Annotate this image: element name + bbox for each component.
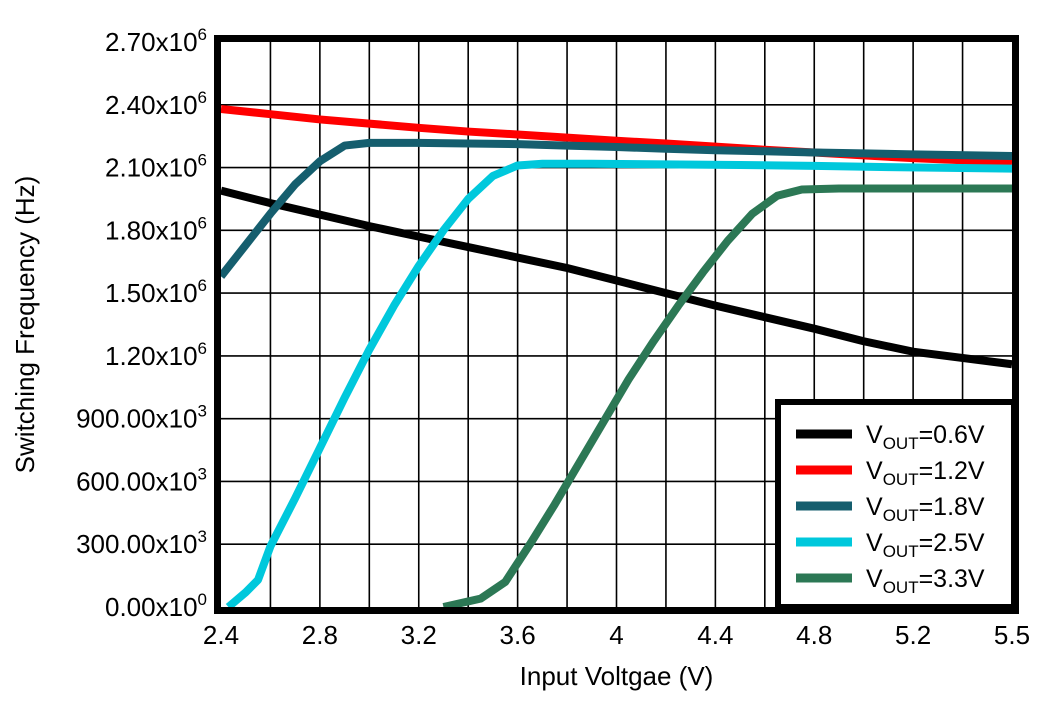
- legend-label-v: V: [866, 457, 883, 485]
- y-tick-mantissa: 600.00x10: [76, 466, 197, 496]
- y-tick-mantissa: 2.10x10: [105, 153, 198, 183]
- series-line-vout-3-3v: [442, 184, 1012, 611]
- y-tick-exponent: 3: [198, 527, 207, 546]
- legend-label-sub: OUT: [883, 542, 919, 561]
- legend-label-v: V: [866, 565, 883, 593]
- legend-item[interactable]: VOUT=3.3V: [796, 565, 985, 597]
- legend-label-sub: OUT: [883, 470, 919, 489]
- y-tick-mantissa: 1.20x10: [105, 341, 198, 371]
- series-group: [217, 104, 1013, 611]
- y-tick-label: 1.50x106: [105, 276, 207, 308]
- y-tick-exponent: 6: [198, 25, 207, 44]
- legend-label-sub: OUT: [883, 578, 919, 597]
- y-tick-label: 2.70x106: [105, 25, 207, 57]
- y-axis-tick-labels: 0.00x100300.00x103600.00x103900.00x1031.…: [76, 25, 207, 622]
- y-tick-label: 600.00x103: [76, 464, 207, 496]
- x-tick-label: 4: [609, 620, 623, 650]
- x-axis-title: Input Voltgae (V): [520, 661, 714, 691]
- series-line-vout-2-5v: [225, 159, 1013, 611]
- y-tick-label: 2.10x106: [105, 151, 207, 183]
- legend-label-v: V: [866, 493, 883, 521]
- y-tick-label: 2.40x106: [105, 88, 207, 120]
- legend-item[interactable]: VOUT=2.5V: [796, 529, 985, 561]
- legend-item[interactable]: VOUT=1.8V: [796, 493, 985, 525]
- y-tick-label: 0.00x100: [105, 590, 207, 622]
- x-tick-label: 2.4: [203, 620, 239, 650]
- y-tick-mantissa: 900.00x10: [76, 404, 197, 434]
- legend-label-sub: OUT: [883, 506, 919, 525]
- legend-label-rest: =0.6V: [919, 421, 985, 449]
- legend-item[interactable]: VOUT=0.6V: [796, 421, 985, 453]
- legend-label-rest: =1.8V: [919, 493, 985, 521]
- x-tick-label: 2.8: [302, 620, 338, 650]
- x-tick-label: 4.8: [796, 620, 832, 650]
- legend-label-rest: =1.2V: [919, 457, 985, 485]
- legend-label: VOUT=1.2V: [866, 457, 985, 489]
- series-line-vout-1-8v: [217, 138, 1013, 279]
- y-tick-exponent: 0: [198, 590, 207, 609]
- series-line-vout-0-6v: [220, 186, 1013, 369]
- legend-item[interactable]: VOUT=1.2V: [796, 457, 985, 489]
- x-tick-label: 5.2: [895, 620, 931, 650]
- y-tick-label: 900.00x103: [76, 402, 207, 434]
- legend-label: VOUT=3.3V: [866, 565, 985, 597]
- axis-frame: [214, 35, 1019, 614]
- y-tick-exponent: 6: [198, 213, 207, 232]
- legend-label-v: V: [866, 529, 883, 557]
- x-tick-label: 4.4: [697, 620, 733, 650]
- y-tick-mantissa: 1.80x10: [105, 215, 198, 245]
- y-tick-exponent: 6: [198, 151, 207, 170]
- y-tick-mantissa: 1.50x10: [105, 278, 198, 308]
- y-tick-mantissa: 300.00x10: [76, 529, 197, 559]
- x-tick-label: 5.5: [994, 620, 1030, 650]
- legend[interactable]: VOUT=0.6VVOUT=1.2VVOUT=1.8VVOUT=2.5VVOUT…: [775, 399, 1017, 610]
- y-tick-label: 1.20x106: [105, 339, 207, 371]
- plot-frame: [214, 35, 1019, 614]
- legend-label: VOUT=1.8V: [866, 493, 985, 525]
- y-tick-exponent: 6: [198, 276, 207, 295]
- y-tick-mantissa: 0.00x10: [105, 592, 198, 622]
- y-tick-exponent: 3: [198, 464, 207, 483]
- legend-label-v: V: [866, 421, 883, 449]
- legend-label-rest: =2.5V: [919, 529, 985, 557]
- legend-label: VOUT=0.6V: [866, 421, 985, 453]
- x-tick-label: 3.2: [401, 620, 437, 650]
- y-tick-exponent: 6: [198, 88, 207, 107]
- legend-label-sub: OUT: [883, 434, 919, 453]
- x-tick-label: 3.6: [500, 620, 536, 650]
- y-tick-label: 300.00x103: [76, 527, 207, 559]
- legend-label: VOUT=2.5V: [866, 529, 985, 561]
- y-tick-mantissa: 2.70x10: [105, 27, 198, 57]
- y-tick-exponent: 3: [198, 402, 207, 421]
- y-tick-mantissa: 2.40x10: [105, 90, 198, 120]
- y-axis-title: Switching Frequency (Hz): [10, 176, 40, 474]
- y-tick-label: 1.80x106: [105, 213, 207, 245]
- y-tick-exponent: 6: [198, 339, 207, 358]
- x-axis-tick-labels: 2.4 2.8 3.2 3.6 4 4.4 4.8 5.2 5.5: [203, 620, 1030, 650]
- legend-label-rest: =3.3V: [919, 565, 985, 593]
